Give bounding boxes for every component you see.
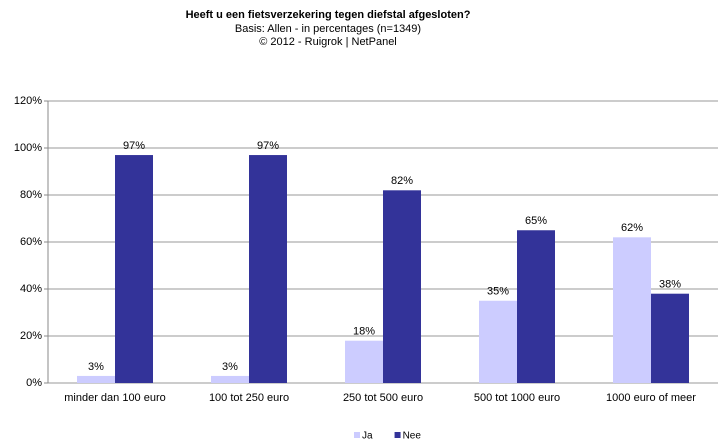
- x-tick-label: minder dan 100 euro: [64, 392, 166, 404]
- chart-subtitle: Basis: Allen - in percentages (n=1349): [235, 23, 421, 35]
- y-tick-label: 20%: [20, 330, 42, 342]
- y-tick-label: 0%: [26, 377, 42, 389]
- bar: [211, 375, 249, 383]
- x-tick-label: 100 tot 250 euro: [209, 392, 289, 404]
- bar: [613, 237, 651, 383]
- legend-swatch: [354, 432, 360, 438]
- value-label: 82%: [391, 175, 413, 187]
- legend-label: Nee: [403, 431, 422, 441]
- value-label: 18%: [353, 326, 375, 338]
- bar: [115, 155, 153, 383]
- bar: [651, 293, 689, 383]
- chart-subtitle: © 2012 - Ruigrok | NetPanel: [259, 36, 397, 48]
- y-tick-label: 60%: [20, 236, 42, 248]
- bar: [77, 375, 115, 383]
- y-tick-label: 80%: [20, 189, 42, 201]
- bar: [479, 300, 517, 383]
- chart-title: Heeft u een fietsverzekering tegen diefs…: [186, 9, 471, 21]
- value-label: 97%: [257, 140, 279, 152]
- legend-swatch: [394, 432, 401, 438]
- y-tick-label: 40%: [20, 283, 42, 295]
- value-label: 65%: [525, 215, 547, 227]
- x-tick-label: 500 tot 1000 euro: [474, 392, 560, 404]
- value-label: 3%: [88, 361, 104, 373]
- value-label: 97%: [123, 140, 145, 152]
- x-tick-label: 1000 euro of meer: [606, 392, 696, 404]
- value-label: 3%: [222, 361, 238, 373]
- y-tick-label: 120%: [14, 95, 42, 107]
- x-tick-label: 250 tot 500 euro: [343, 392, 423, 404]
- y-tick-label: 100%: [14, 142, 42, 154]
- legend-label: Ja: [362, 431, 373, 441]
- value-label: 38%: [659, 279, 681, 291]
- bar: [249, 155, 287, 383]
- bar: [345, 340, 383, 383]
- bar: [517, 230, 555, 383]
- bar: [383, 190, 421, 383]
- value-label: 62%: [621, 222, 643, 234]
- value-label: 35%: [487, 286, 509, 298]
